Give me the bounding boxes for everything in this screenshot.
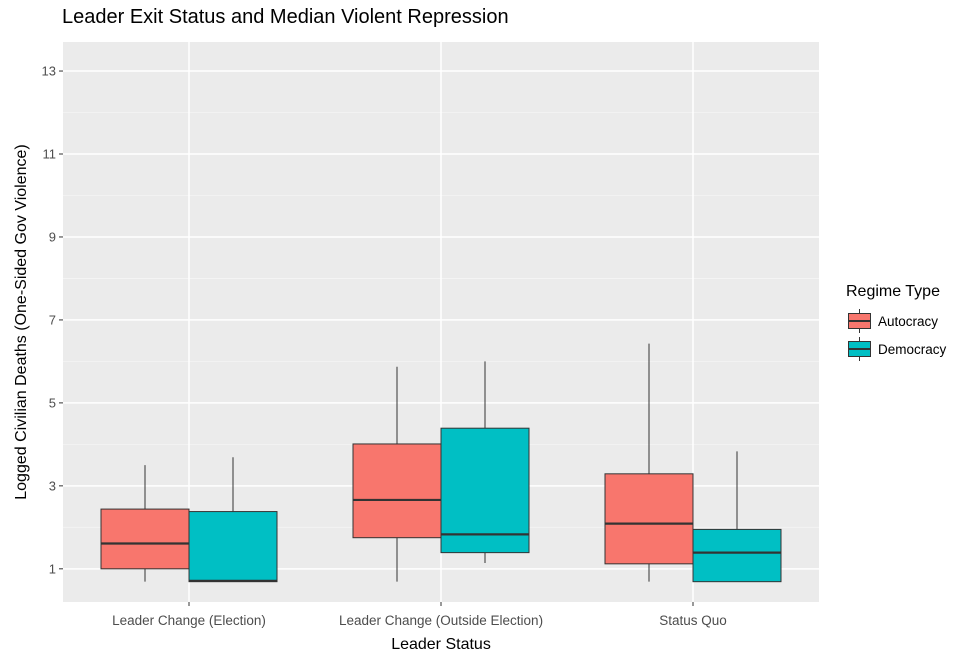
y-tick-label: 5: [49, 395, 56, 410]
y-tick-label: 9: [49, 229, 56, 244]
y-axis-title: Logged Civilian Deaths (One-Sided Gov Vi…: [13, 144, 30, 499]
legend-title: Regime Type: [846, 283, 940, 300]
legend-item-autocracy: Autocracy: [846, 307, 946, 335]
x-tick-label: Leader Change (Election): [112, 613, 266, 628]
x-tick-label: Leader Change (Outside Election): [339, 613, 543, 628]
box-autocracy-1: [352, 366, 442, 582]
y-tick-label: 11: [43, 147, 57, 162]
y-tick-label: 3: [49, 478, 56, 493]
legend-key-autocracy: [846, 309, 872, 333]
box-body: [692, 528, 782, 583]
x-axis-title: Leader Status: [391, 636, 491, 653]
legend: Regime Type Autocracy Democracy: [846, 283, 946, 363]
y-tick-label: 1: [49, 561, 56, 576]
box-democracy-0: [188, 457, 278, 583]
box-democracy-1: [440, 361, 530, 564]
box-body: [188, 511, 278, 583]
legend-label-autocracy: Autocracy: [878, 313, 939, 329]
box-body: [440, 427, 530, 554]
box-body: [604, 473, 694, 565]
box-autocracy-2: [604, 343, 694, 582]
x-tick-label: Status Quo: [659, 613, 727, 628]
legend-label-democracy: Democracy: [878, 341, 947, 357]
box-democracy-2: [692, 451, 782, 583]
y-tick-label: 7: [49, 312, 56, 327]
legend-item-democracy: Democracy: [846, 335, 946, 363]
chart-title: Leader Exit Status and Median Violent Re…: [62, 6, 509, 28]
box-autocracy-0: [100, 465, 190, 582]
legend-key-democracy: [846, 337, 872, 361]
box-body: [352, 443, 442, 539]
box-body: [100, 508, 190, 570]
y-tick-label: 13: [42, 64, 56, 79]
